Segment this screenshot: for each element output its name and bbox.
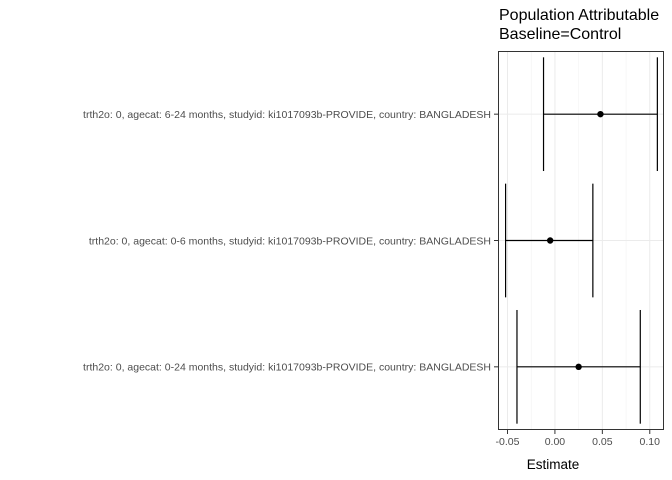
x-axis: -0.05 0.00 0.05 0.10: [496, 430, 661, 448]
y-tick-label-1: trth2o: 0, agecat: 0-6 months, studyid: …: [89, 235, 491, 247]
y-tick-label-0: trth2o: 0, agecat: 6-24 months, studyid:…: [83, 109, 491, 121]
y-tick-label-2: trth2o: 0, agecat: 0-24 months, studyid:…: [83, 362, 491, 374]
x-tick-label-0: -0.05: [496, 436, 520, 448]
x-tick-label-2: 0.05: [592, 436, 613, 448]
point-estimate: [547, 237, 553, 243]
chart-title-line2: Baseline=Control: [499, 26, 621, 43]
point-estimate: [597, 111, 603, 117]
point-estimate: [575, 364, 581, 370]
y-axis: trth2o: 0, agecat: 6-24 months, studyid:…: [83, 109, 498, 374]
x-tick-label-3: 0.10: [640, 436, 661, 448]
chart-title-line1: Population Attributable: [499, 7, 659, 24]
chart-title: Population Attributable Baseline=Control: [499, 7, 659, 43]
x-tick-label-1: 0.00: [545, 436, 566, 448]
x-axis-label: Estimate: [527, 457, 580, 472]
